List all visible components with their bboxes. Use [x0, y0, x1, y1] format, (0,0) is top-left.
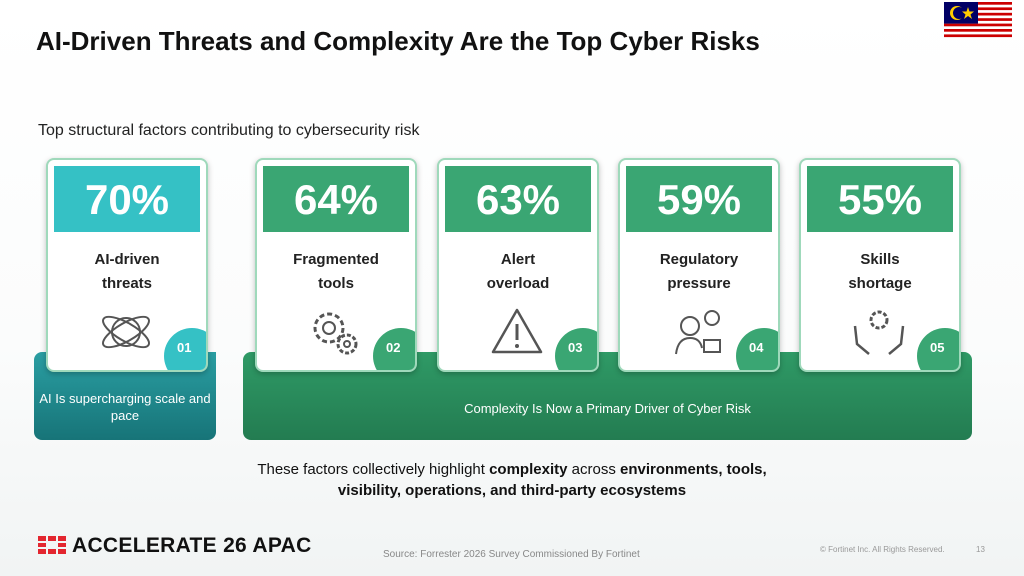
- card-label-line: Alert: [500, 251, 536, 268]
- card-number: 03: [555, 328, 597, 370]
- subtitle: Top structural factors contributing to c…: [38, 122, 420, 139]
- card-label: AI-driven threats: [48, 248, 206, 296]
- card-icon: [675, 310, 721, 355]
- copyright: © Fortinet Inc. All Rights Reserved.: [820, 545, 945, 554]
- card-label-line: shortage: [848, 275, 912, 292]
- card-value: 63%: [445, 166, 591, 232]
- card-label: Regulatory pressure: [620, 248, 778, 296]
- text: These factors collectively highlight: [257, 461, 490, 478]
- card-number: 02: [373, 328, 415, 370]
- card-label-line: Skills: [860, 251, 900, 268]
- source: Source: Forrester 2026 Survey Commission…: [383, 549, 640, 560]
- card-value: 55%: [807, 166, 953, 232]
- emphasis: environments, tools,: [619, 461, 767, 478]
- card-number-text: 02: [386, 340, 401, 355]
- card-label-line: Regulatory: [659, 251, 739, 268]
- card-icon: [853, 310, 905, 355]
- group-label: Complexity Is Now a Primary Driver of Cy…: [464, 401, 751, 416]
- card-number-text: 05: [930, 340, 945, 355]
- card-icon: [102, 315, 150, 349]
- title: AI-Driven Threats and Complexity Are the…: [36, 26, 760, 56]
- card-label-line: AI-driven: [94, 251, 160, 268]
- card-number: 01: [164, 328, 206, 370]
- card-number: 05: [917, 328, 959, 370]
- logo: ACCELERATE 26 APAC: [72, 534, 312, 557]
- card-number: 04: [736, 328, 778, 370]
- card-label-line: overload: [486, 275, 550, 292]
- card-label-line: threats: [101, 275, 153, 292]
- conclusion-line: These factors collectively highlight com…: [0, 461, 1024, 478]
- card-value: 70%: [54, 166, 200, 232]
- card-label: Skills shortage: [801, 248, 959, 296]
- logo-icon: [38, 536, 66, 554]
- card-number-text: 01: [177, 340, 192, 355]
- card: 64% Fragmented tools 02: [255, 158, 417, 372]
- card-icon: [491, 308, 543, 354]
- card-value: 59%: [626, 166, 772, 232]
- card: 63% Alert overload 03: [437, 158, 599, 372]
- page-number: 13: [976, 545, 985, 554]
- card-label: Fragmented tools: [257, 248, 415, 296]
- card-icon: [313, 312, 358, 355]
- card-label: Alert overload: [439, 248, 597, 296]
- card: 55% Skills shortage 05: [799, 158, 961, 372]
- group-label: AI Is supercharging scale and pace: [39, 391, 211, 423]
- conclusion-line: visibility, operations, and third-party …: [0, 482, 1024, 499]
- emphasis: visibility, operations, and third-party …: [337, 482, 687, 499]
- card-number-text: 03: [568, 340, 583, 355]
- card-number-text: 04: [749, 340, 764, 355]
- emphasis: complexity: [489, 461, 568, 478]
- card-label-line: Fragmented: [293, 251, 379, 268]
- text: across: [567, 461, 620, 478]
- flag: [944, 2, 1012, 40]
- card-label-line: tools: [318, 275, 354, 292]
- card: 70% AI-driven threats 01: [46, 158, 208, 372]
- card: 59% Regulatory pressure 04: [618, 158, 780, 372]
- card-label-line: pressure: [667, 275, 731, 292]
- card-value: 64%: [263, 166, 409, 232]
